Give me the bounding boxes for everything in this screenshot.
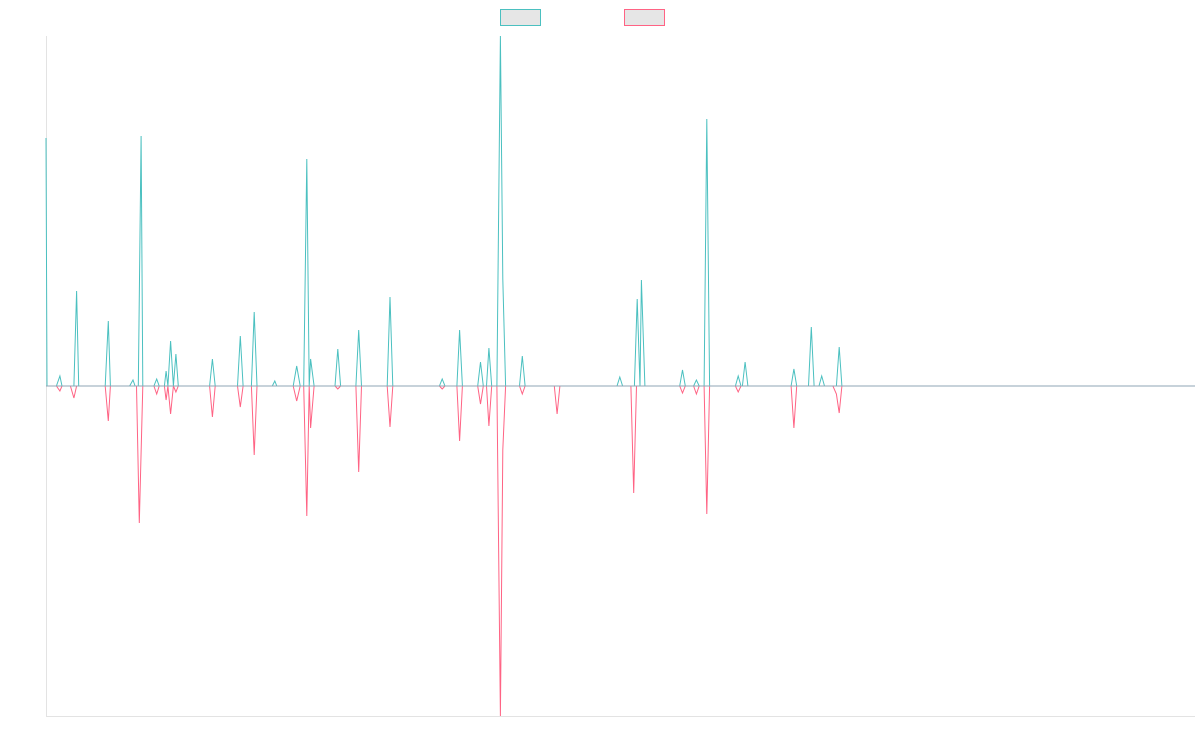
series-line-1 xyxy=(45,35,1195,387)
legend xyxy=(500,9,665,26)
legend-swatch-2[interactable] xyxy=(624,9,665,26)
legend-swatch-1[interactable] xyxy=(500,9,541,26)
series-layer xyxy=(45,35,1195,717)
series-line-2 xyxy=(46,385,1195,717)
